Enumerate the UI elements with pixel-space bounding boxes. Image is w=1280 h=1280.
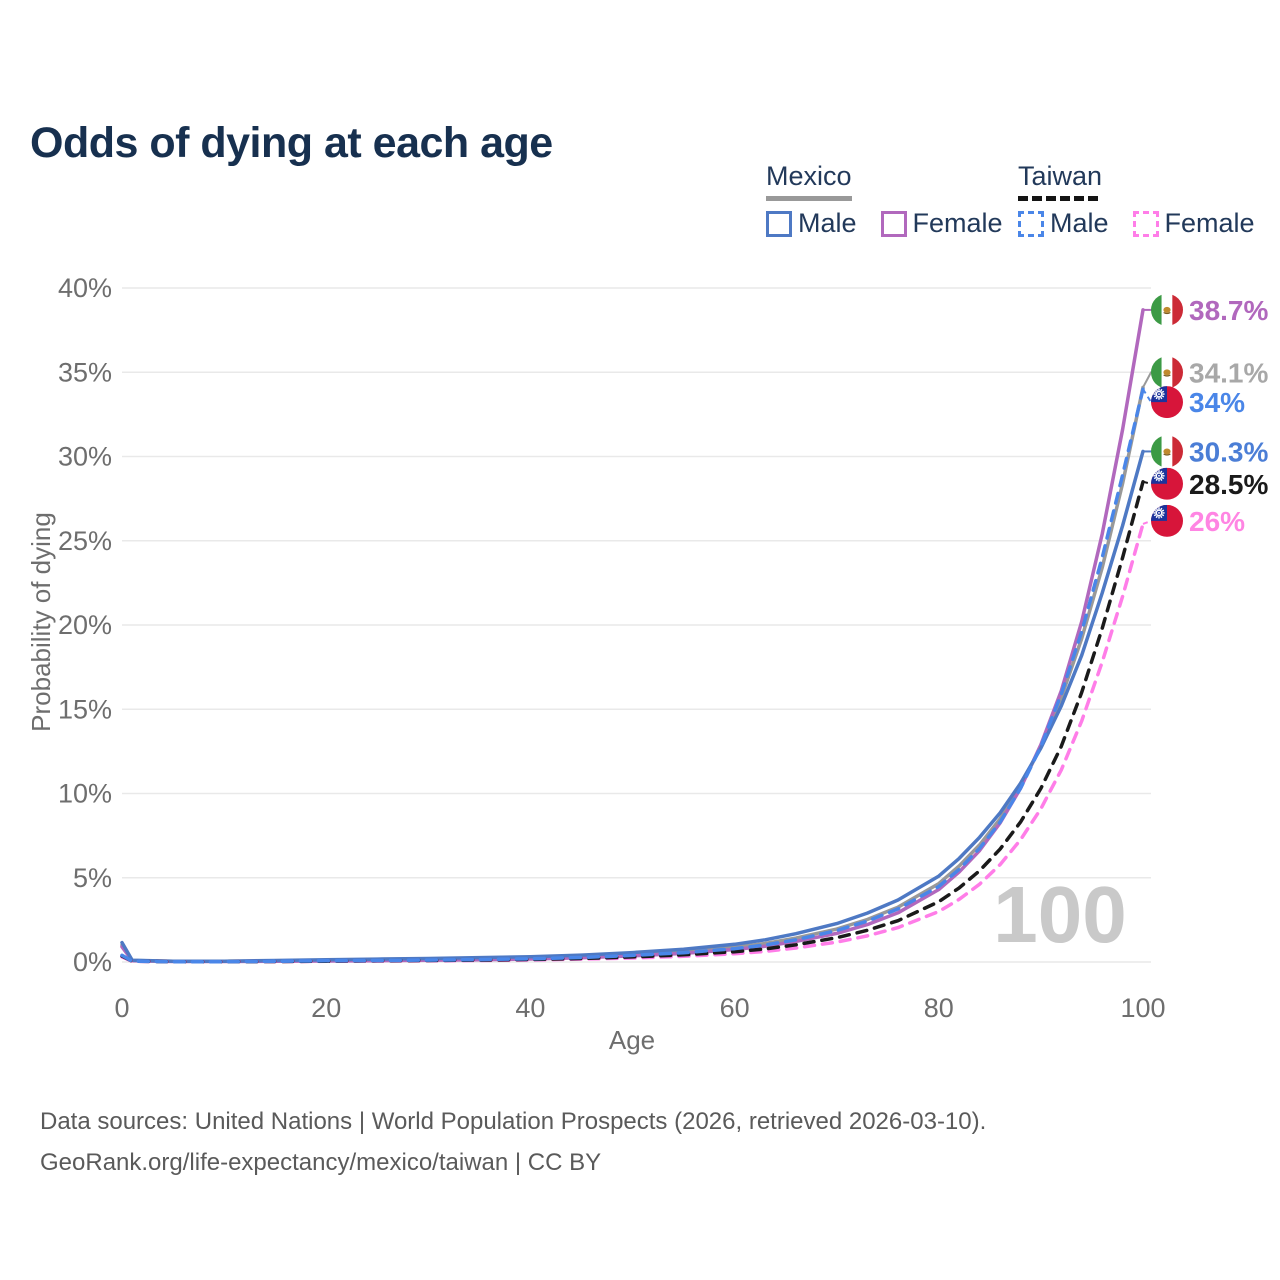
y-tick-30%: 30% — [58, 442, 112, 472]
end-label-mexico-total: 34.1% — [1151, 356, 1268, 389]
series-line-taiwan-female[interactable] — [120, 522, 1145, 964]
end-labels: 34.1% 38.7% 30.3% 26% 28.5% 34% — [1142, 293, 1268, 537]
x-tick-100: 100 — [1120, 993, 1165, 1023]
y-tick-15%: 15% — [58, 694, 112, 724]
page-title: Odds of dying at each age — [30, 118, 553, 167]
taiwan-female-swatch-icon — [1132, 210, 1159, 237]
end-label-taiwan-male: 34% — [1151, 386, 1245, 419]
mexico-male-swatch-icon — [766, 210, 792, 237]
mexico-female-swatch-icon — [880, 210, 907, 237]
legend-country-taiwan: Taiwan — [1018, 161, 1103, 191]
legend-row-taiwan: Male Female — [1018, 208, 1255, 239]
series-line-mexico-male[interactable] — [120, 449, 1145, 963]
end-label-text-taiwan-male: 34% — [1189, 387, 1245, 418]
legend-label-mexico-male: Male — [798, 208, 857, 238]
series-line-mexico-female[interactable] — [120, 308, 1145, 964]
legend-group-mexico: Mexico Male Female — [766, 161, 1003, 239]
legend-group-taiwan: Taiwan Male Female — [1018, 161, 1255, 239]
legend-rule-taiwan — [1018, 196, 1098, 201]
taiwan-flag-icon — [1151, 467, 1183, 500]
y-tick-0%: 0% — [73, 947, 112, 977]
legend-item-taiwan-male[interactable]: Male — [1018, 208, 1109, 239]
mexico-flag-icon — [1151, 356, 1183, 389]
x-tick-60: 60 — [720, 993, 750, 1023]
end-label-text-taiwan-total: 28.5% — [1189, 469, 1268, 500]
y-tick-5%: 5% — [73, 863, 112, 893]
y-tick-10%: 10% — [58, 779, 112, 809]
taiwan-male-swatch-icon — [1018, 210, 1044, 237]
y-tick-20%: 20% — [58, 610, 112, 640]
end-label-text-mexico-female: 38.7% — [1189, 295, 1268, 326]
end-label-taiwan-female: 26% — [1151, 504, 1245, 537]
y-axis-title: Probability of dying — [26, 512, 56, 732]
y-tick-25%: 25% — [58, 526, 112, 556]
x-tick-40: 40 — [515, 993, 545, 1023]
end-label-mexico-male: 30.3% — [1151, 435, 1268, 468]
legend-rule-mexico — [766, 196, 852, 201]
end-label-taiwan-total: 28.5% — [1151, 467, 1268, 500]
x-axis-title: Age — [609, 1025, 655, 1055]
series-lines — [120, 308, 1145, 964]
legend-label-taiwan-female: Female — [1164, 208, 1255, 238]
axis-ticks: 0% 5% 10% 15% 20% 25% 30% 35% 40% 0 20 40 60 80 100 — [58, 273, 1166, 1023]
series-line-taiwan-total[interactable] — [120, 480, 1145, 964]
legend-item-mexico-female[interactable]: Female — [880, 208, 1003, 239]
legend-label-mexico-female: Female — [912, 208, 1003, 238]
age-watermark: 100 — [993, 870, 1126, 959]
x-tick-80: 80 — [924, 993, 954, 1023]
end-label-text-taiwan-female: 26% — [1189, 506, 1245, 537]
legend-row-mexico: Male Female — [766, 208, 1003, 239]
series-line-taiwan-male[interactable] — [120, 387, 1145, 964]
footer-sources: Data sources: United Nations | World Pop… — [40, 1108, 987, 1135]
legend-item-mexico-male[interactable]: Male — [766, 208, 857, 239]
taiwan-flag-icon — [1151, 386, 1183, 419]
x-tick-20: 20 — [311, 993, 341, 1023]
legend-country-mexico: Mexico — [766, 161, 852, 191]
y-tick-40%: 40% — [58, 273, 112, 303]
y-tick-35%: 35% — [58, 357, 112, 387]
footer-attribution: GeoRank.org/life-expectancy/mexico/taiwa… — [40, 1149, 602, 1176]
end-label-text-mexico-total: 34.1% — [1189, 357, 1268, 388]
end-label-mexico-female: 38.7% — [1151, 293, 1268, 326]
x-tick-0: 0 — [114, 993, 129, 1023]
legend-item-taiwan-female[interactable]: Female — [1132, 208, 1255, 239]
mexico-flag-icon — [1151, 293, 1183, 326]
mexico-flag-icon — [1151, 435, 1183, 468]
end-label-text-mexico-male: 30.3% — [1189, 436, 1268, 467]
legend-label-taiwan-male: Male — [1050, 208, 1109, 238]
gridlines — [122, 287, 1151, 963]
taiwan-flag-icon — [1151, 504, 1183, 537]
